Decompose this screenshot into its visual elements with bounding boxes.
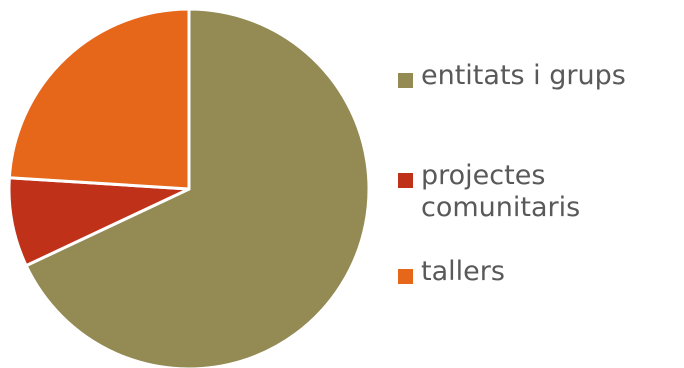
pie-slice-entitats-i-grups [24, 7, 371, 368]
pie-slices [7, 7, 371, 368]
legend-swatch [398, 269, 413, 284]
legend-swatch [398, 73, 413, 88]
legend-item-tallers: tallers [398, 256, 671, 288]
pie-slice-tallers [7, 7, 191, 191]
legend-item-projectes-comunitaris: projectes comunitaris [398, 160, 671, 224]
legend-swatch [398, 173, 413, 188]
legend-label: entitats i grups [421, 60, 626, 91]
legend-label: projectes comunitaris [421, 160, 581, 223]
legend-item-entitats-i-grups: entitats i grups [398, 60, 671, 92]
legend-label: tallers [421, 256, 505, 287]
pie-slice-projectes-comunitaris [7, 176, 191, 268]
